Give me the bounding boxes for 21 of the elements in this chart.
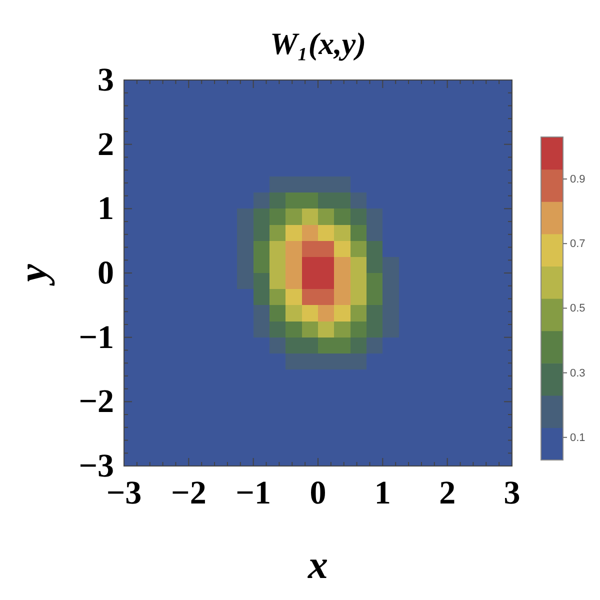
color-bar-label: 0.7 — [570, 238, 586, 250]
x-tick-label: 2 — [439, 475, 456, 512]
y-tick-label: 0 — [98, 256, 114, 292]
y-tick-label: −1 — [78, 320, 114, 356]
color-bar-label: 0.3 — [570, 367, 586, 380]
y-tick-label: 1 — [98, 191, 114, 228]
color-bar-label: 0.9 — [570, 174, 586, 186]
y-tick-label: 3 — [98, 62, 114, 99]
color-bar-label: 0.5 — [570, 302, 586, 315]
y-tick-label: −3 — [78, 448, 114, 485]
x-tick-label: 0 — [310, 475, 326, 512]
x-tick-label: −2 — [171, 475, 206, 512]
x-tick-label: 1 — [374, 475, 391, 512]
y-tick-label: 2 — [98, 126, 114, 163]
y-tick-label: −2 — [78, 384, 114, 420]
x-tick-label: 3 — [504, 475, 520, 512]
x-tick-label: −1 — [236, 475, 271, 512]
y-axis-title: y — [10, 264, 55, 286]
x-axis-title: x — [307, 542, 328, 587]
chart-title: W₁(x,y) — [270, 26, 366, 61]
color-bar-label: 0.1 — [570, 432, 586, 444]
